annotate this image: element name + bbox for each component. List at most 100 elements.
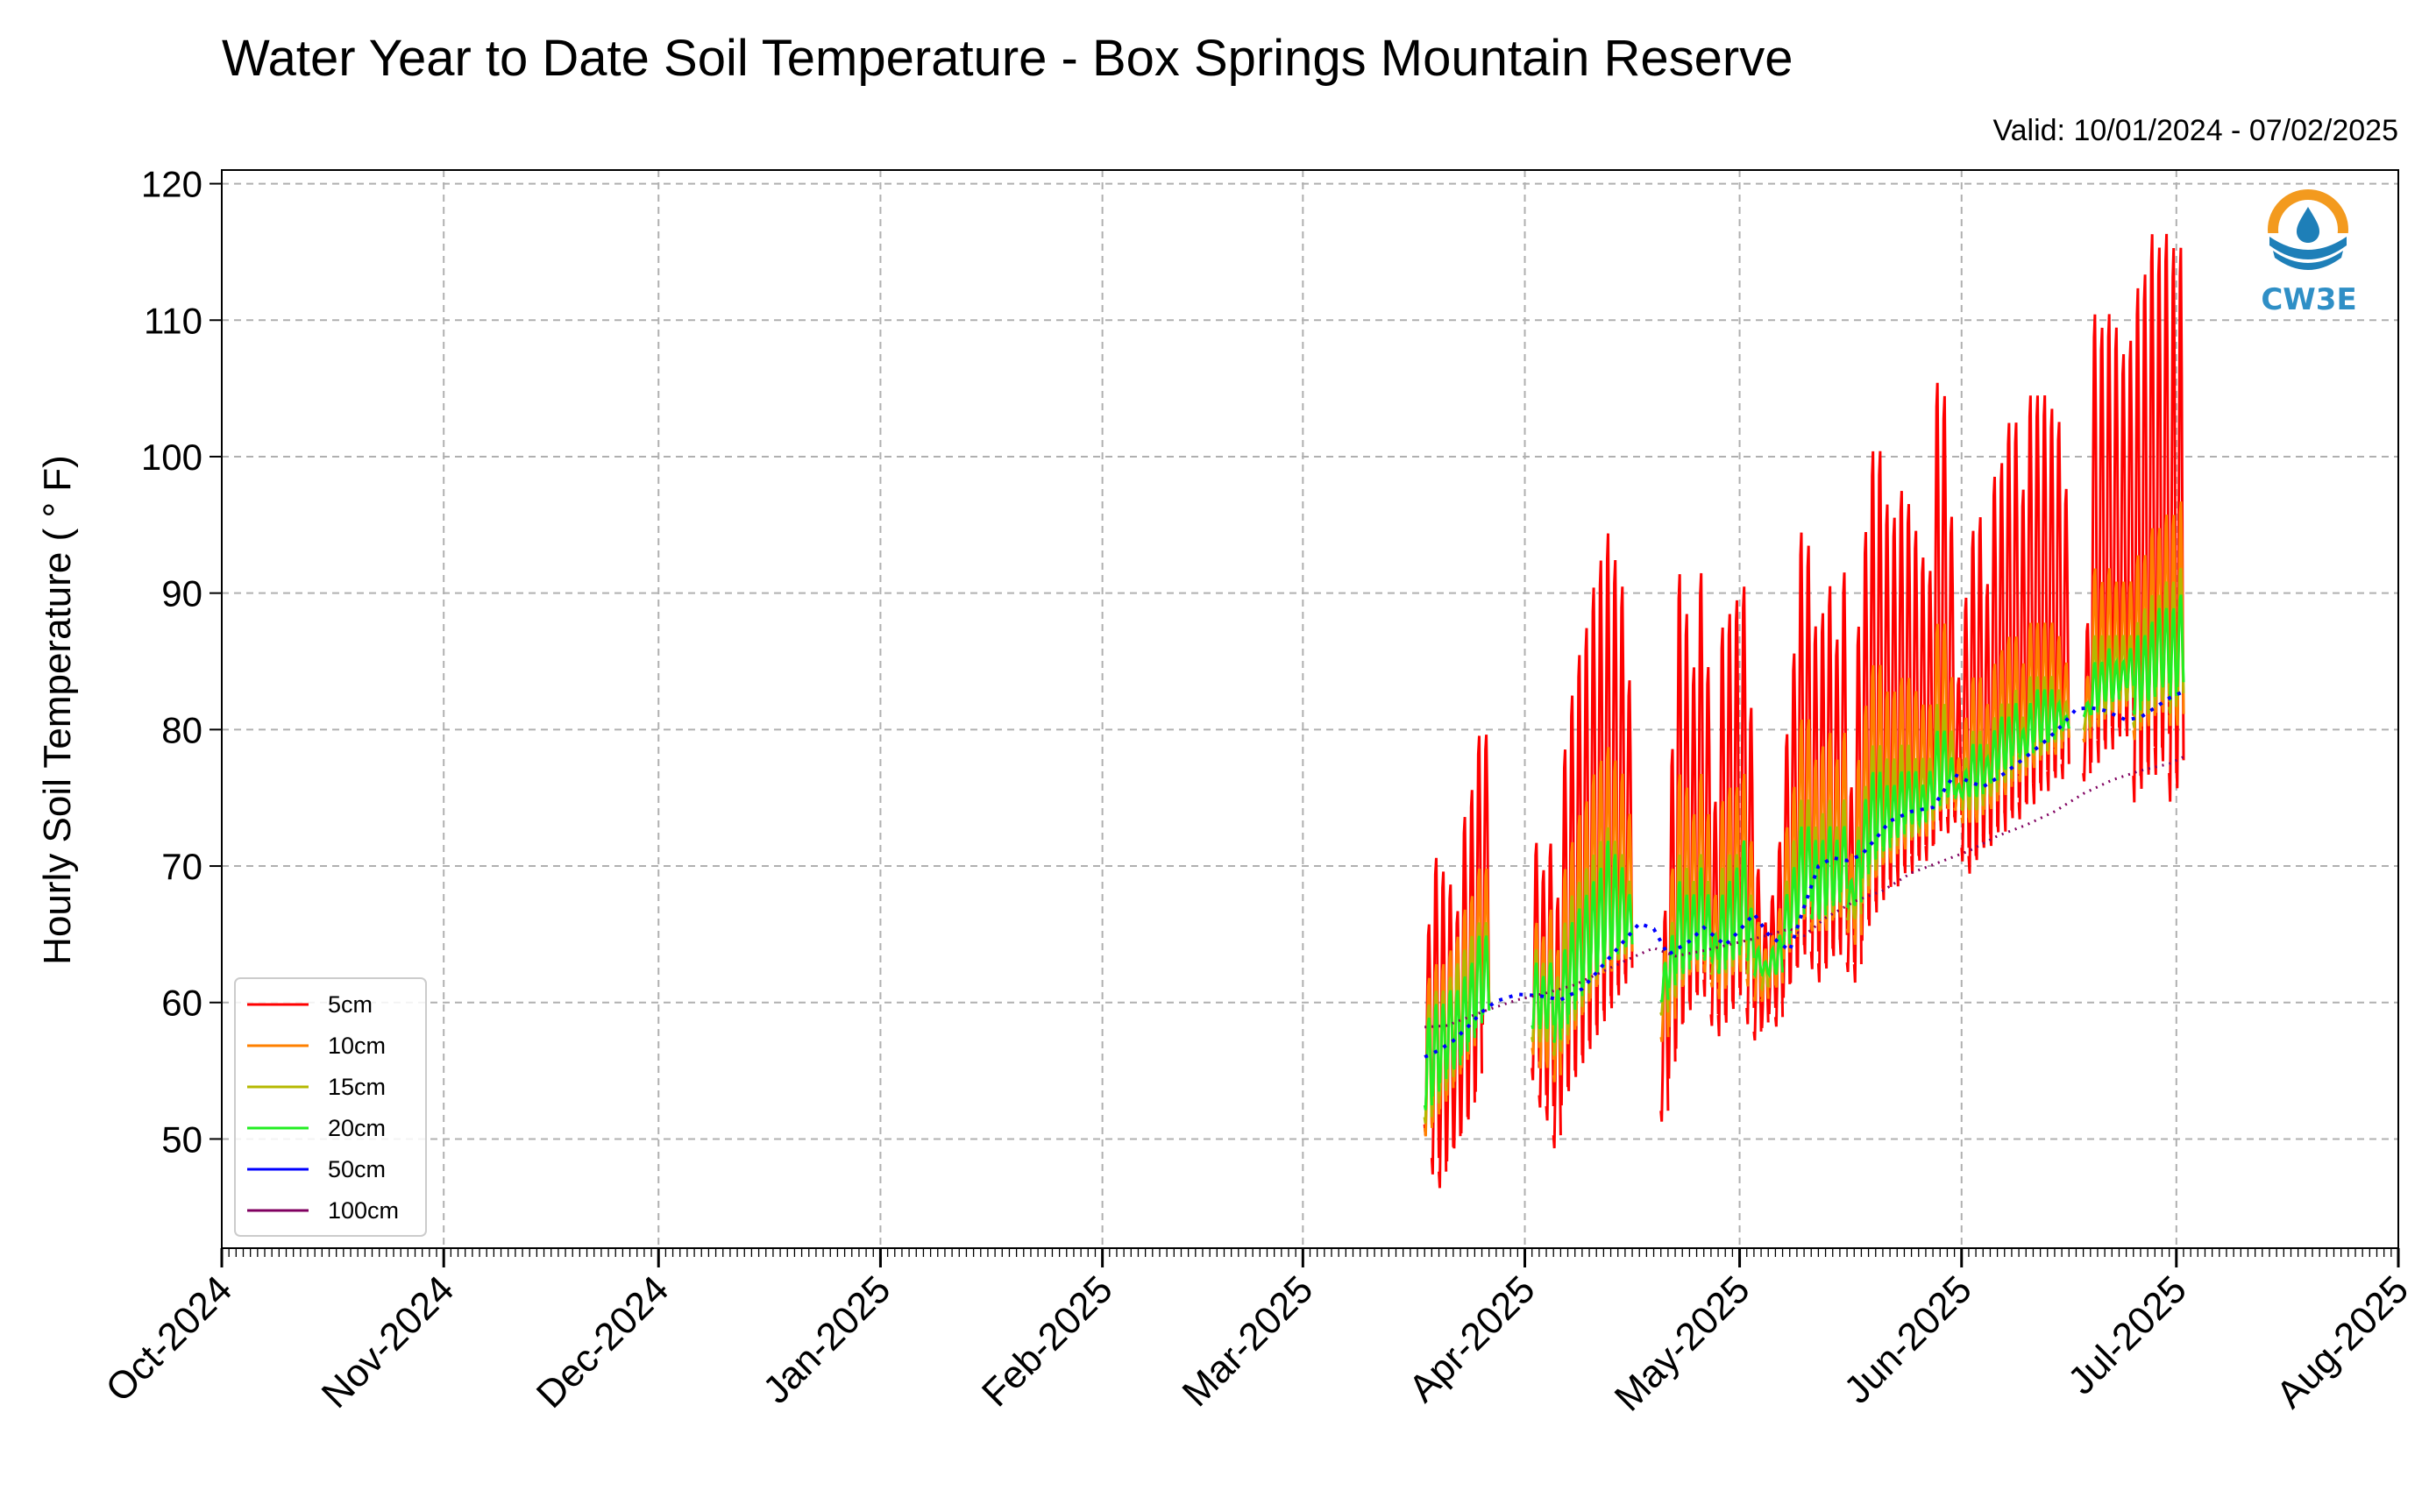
series-segment-20cm xyxy=(1566,921,1577,1015)
series-segment-5cm xyxy=(2060,488,2070,779)
cw3e-logo-icon: CW3E xyxy=(2261,189,2357,317)
series-segment-20cm xyxy=(1466,962,1476,1043)
series-line-50cm xyxy=(1424,689,2184,1059)
series-segment-20cm xyxy=(2153,607,2163,688)
series-segment-20cm xyxy=(1845,877,1856,911)
series-segment-5cm xyxy=(1953,677,1964,823)
legend-label-100cm: 100cm xyxy=(328,1197,399,1224)
series-segment-5cm xyxy=(2046,408,2056,791)
series-segment-20cm xyxy=(1445,990,1455,1070)
y-tick-label: 120 xyxy=(141,164,202,205)
series-segment-20cm xyxy=(1559,948,1570,1029)
series-segment-20cm xyxy=(2089,662,2099,716)
series-segment-20cm xyxy=(2046,689,2056,743)
series-segment-20cm xyxy=(2039,689,2049,743)
series-segment-20cm xyxy=(1587,881,1598,975)
y-tick-label: 80 xyxy=(161,709,202,750)
series-segment-20cm xyxy=(1666,934,1677,989)
legend-box xyxy=(234,977,427,1237)
series-segment-20cm xyxy=(1423,1017,1433,1111)
y-tick-label: 110 xyxy=(144,300,202,341)
series-segment-20cm xyxy=(1931,730,1942,811)
series-segment-20cm xyxy=(1867,771,1878,865)
legend: 5cm 10cm 15cm 20cm 50cm 100cm xyxy=(234,977,427,1237)
series-segment-20cm xyxy=(2168,607,2178,701)
legend-label-15cm: 15cm xyxy=(328,1074,386,1100)
series-segment-20cm xyxy=(1695,867,1706,961)
series-segment-20cm xyxy=(2010,702,2021,756)
series-segment-20cm xyxy=(1673,881,1684,975)
legend-label-20cm: 20cm xyxy=(328,1115,386,1141)
series-segment-20cm xyxy=(1831,839,1842,906)
series-segment-20cm xyxy=(1953,782,1964,800)
series-segment-20cm xyxy=(2003,716,2014,770)
series-segment-20cm xyxy=(1996,716,2006,770)
series-line-100cm xyxy=(1424,756,2184,1029)
series-segment-5cm xyxy=(2132,287,2142,803)
series-segment-20cm xyxy=(2125,648,2135,689)
series-segment-20cm xyxy=(2146,621,2156,701)
series-segment-20cm xyxy=(1459,976,1469,1056)
y-tick-label: 90 xyxy=(161,573,202,614)
series-segment-20cm xyxy=(1817,840,1828,920)
series-segment-20cm xyxy=(1680,894,1691,975)
series-segment-20cm xyxy=(1723,880,1734,961)
series-segment-20cm xyxy=(2053,699,2063,733)
series-segment-5cm xyxy=(2139,274,2149,789)
series-segment-20cm xyxy=(1481,935,1491,1016)
legend-label-50cm: 50cm xyxy=(328,1156,386,1182)
series-segment-20cm xyxy=(1767,944,1777,979)
series-segment-20cm xyxy=(1702,894,1713,962)
series-segment-20cm xyxy=(1946,756,1957,798)
series-segment-20cm xyxy=(1738,840,1749,947)
series-segment-5cm xyxy=(2031,395,2042,805)
series-segment-20cm xyxy=(1895,771,1906,838)
series-segment-20cm xyxy=(1967,743,1978,798)
y-tick-label: 70 xyxy=(161,846,202,887)
series-segment-20cm xyxy=(1430,1004,1441,1097)
series-segment-20cm xyxy=(1609,854,1620,961)
series-segment-20cm xyxy=(1573,908,1584,1002)
series-segment-20cm xyxy=(2175,594,2185,688)
legend-label-10cm: 10cm xyxy=(328,1033,386,1059)
series-segment-20cm xyxy=(1760,959,1770,977)
y-tick-label: 50 xyxy=(161,1118,202,1160)
series-segment-20cm xyxy=(2161,607,2171,688)
series-segment-20cm xyxy=(1960,767,1971,801)
series-segment-10cm xyxy=(1623,813,1634,960)
series-segment-5cm xyxy=(1988,476,1999,847)
series-segment-20cm xyxy=(1874,771,1885,852)
series-segment-20cm xyxy=(1538,976,1548,1030)
series-20cm xyxy=(1423,594,2185,1111)
y-tick-label: 100 xyxy=(141,437,202,478)
series-segment-20cm xyxy=(1774,934,1785,976)
series-segment-5cm xyxy=(2003,422,2014,832)
series-segment-20cm xyxy=(2132,635,2142,715)
series-segment-20cm xyxy=(1881,784,1892,852)
y-axis: 50 60 70 80 90 100 110 120 xyxy=(141,164,222,1160)
series-segment-20cm xyxy=(1809,840,1820,920)
chart-subtitle: Valid: 10/01/2024 - 07/02/2025 xyxy=(1992,114,2398,147)
series-segment-20cm xyxy=(1545,962,1555,1029)
series-segment-10cm xyxy=(2060,662,2070,742)
y-tick-label: 60 xyxy=(161,983,202,1024)
series-segment-20cm xyxy=(1716,894,1727,975)
series-layer xyxy=(1423,233,2185,1189)
series-segment-5cm xyxy=(2161,233,2171,762)
series-segment-20cm xyxy=(2024,702,2035,756)
series-segment-20cm xyxy=(1659,962,1670,1003)
series-segment-20cm xyxy=(1616,867,1627,948)
series-segment-20cm xyxy=(1452,990,1462,1070)
series-segment-5cm xyxy=(2146,234,2156,775)
series-segment-20cm xyxy=(1623,893,1634,948)
series-segment-20cm xyxy=(1888,784,1899,839)
svg-text:CW3E: CW3E xyxy=(2261,282,2356,317)
series-segment-20cm xyxy=(1781,893,1792,948)
series-segment-5cm xyxy=(2017,489,2028,820)
series-50cm xyxy=(1424,689,2184,1059)
series-segment-20cm xyxy=(1903,770,1914,825)
series-segment-20cm xyxy=(1594,867,1605,974)
series-segment-20cm xyxy=(1745,907,1756,962)
